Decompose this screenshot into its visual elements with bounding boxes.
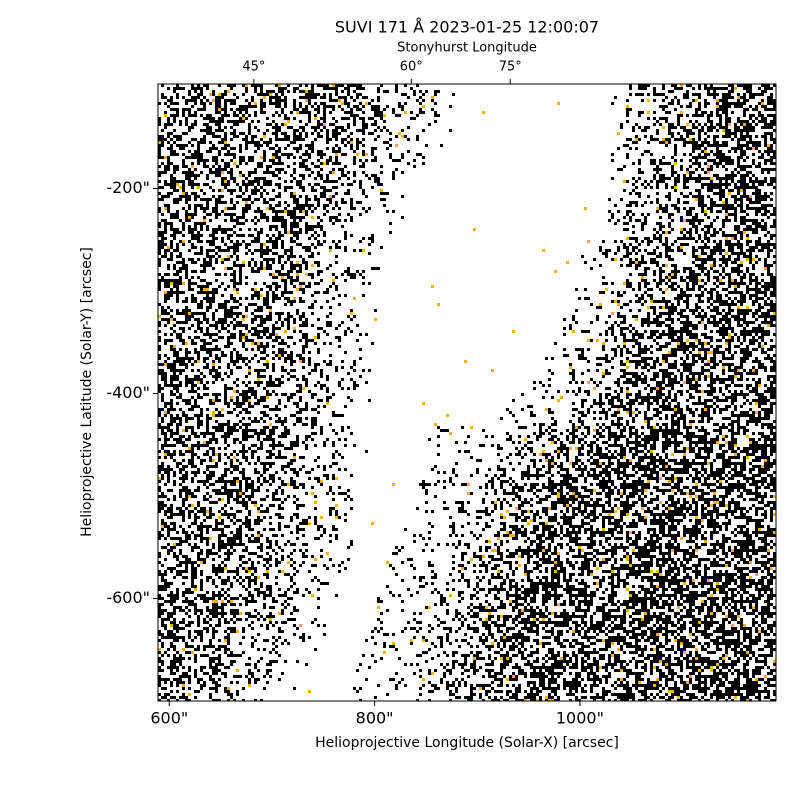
x-tick-label: 800" [356,709,394,728]
y-tick-label: -400" [106,383,150,402]
image-pixels [158,84,776,701]
y-axis-label: Helioprojective Latitude (Solar-Y) [arcs… [79,247,95,537]
x-axis-label: Helioprojective Longitude (Solar-X) [arc… [315,735,619,751]
top-axis-label: Stonyhurst Longitude [397,41,537,56]
top-x-tick-label: 45° [242,60,265,75]
x-tick-label: 1000" [556,709,604,728]
y-tick-label: -200" [106,178,150,197]
y-tick-label: -600" [106,588,150,607]
top-x-tick-label: 75° [499,60,522,75]
chart-title: SUVI 171 Å 2023-01-25 12:00:07 [335,18,599,37]
x-tick-label: 600" [150,709,188,728]
top-x-tick-label: 60° [400,60,423,75]
plot-frame [157,83,777,702]
